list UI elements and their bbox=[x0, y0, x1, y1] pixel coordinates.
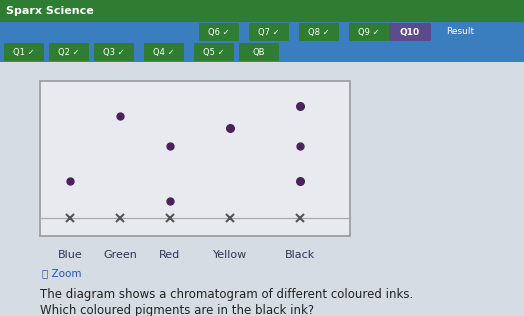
FancyBboxPatch shape bbox=[349, 23, 389, 41]
FancyBboxPatch shape bbox=[389, 23, 431, 41]
Text: Q5 ✓: Q5 ✓ bbox=[203, 47, 225, 57]
Text: Which coloured pigments are in the black ink?: Which coloured pigments are in the black… bbox=[40, 304, 314, 316]
Text: Q9 ✓: Q9 ✓ bbox=[358, 27, 380, 37]
FancyBboxPatch shape bbox=[0, 0, 524, 22]
FancyBboxPatch shape bbox=[299, 23, 339, 41]
Text: Sparx Science: Sparx Science bbox=[6, 6, 94, 16]
Text: Green: Green bbox=[103, 250, 137, 260]
Text: Q4 ✓: Q4 ✓ bbox=[153, 47, 174, 57]
FancyBboxPatch shape bbox=[144, 43, 184, 61]
FancyBboxPatch shape bbox=[434, 23, 486, 41]
FancyBboxPatch shape bbox=[194, 43, 234, 61]
Text: The diagram shows a chromatogram of different coloured inks.: The diagram shows a chromatogram of diff… bbox=[40, 288, 413, 301]
Text: Q1 ✓: Q1 ✓ bbox=[13, 47, 35, 57]
FancyBboxPatch shape bbox=[0, 42, 524, 62]
FancyBboxPatch shape bbox=[199, 23, 239, 41]
FancyBboxPatch shape bbox=[239, 43, 279, 61]
FancyBboxPatch shape bbox=[40, 81, 350, 236]
Text: Q3 ✓: Q3 ✓ bbox=[103, 47, 125, 57]
Text: Red: Red bbox=[159, 250, 181, 260]
FancyBboxPatch shape bbox=[4, 43, 44, 61]
Text: Q6 ✓: Q6 ✓ bbox=[208, 27, 230, 37]
FancyBboxPatch shape bbox=[0, 22, 524, 42]
FancyBboxPatch shape bbox=[49, 43, 89, 61]
Text: 🔍 Zoom: 🔍 Zoom bbox=[42, 268, 82, 278]
FancyBboxPatch shape bbox=[94, 43, 134, 61]
Text: Q2 ✓: Q2 ✓ bbox=[58, 47, 80, 57]
Text: Q10: Q10 bbox=[400, 27, 420, 37]
Text: Result: Result bbox=[446, 27, 474, 37]
Text: Q8 ✓: Q8 ✓ bbox=[308, 27, 330, 37]
Text: Blue: Blue bbox=[58, 250, 82, 260]
Text: Q7 ✓: Q7 ✓ bbox=[258, 27, 280, 37]
FancyBboxPatch shape bbox=[249, 23, 289, 41]
Text: QB: QB bbox=[253, 47, 265, 57]
Text: Yellow: Yellow bbox=[213, 250, 247, 260]
Text: Black: Black bbox=[285, 250, 315, 260]
